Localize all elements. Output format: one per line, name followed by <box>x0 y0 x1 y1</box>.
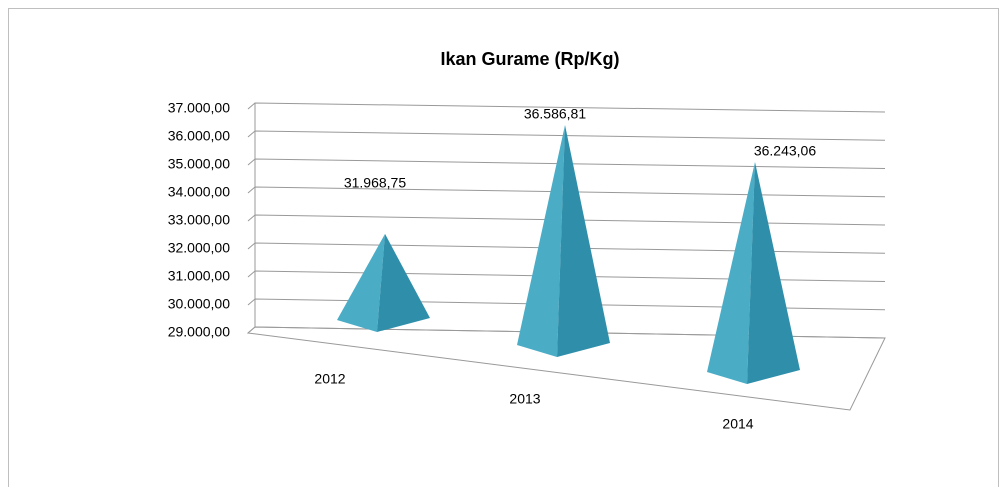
y-tick-label: 36.000,00 <box>168 128 230 144</box>
pyramid-left-face <box>707 161 755 384</box>
pyramid <box>517 124 610 357</box>
pyramid <box>337 233 430 332</box>
x-tick-label: 2012 <box>314 371 345 387</box>
y-tick-label: 34.000,00 <box>168 184 230 200</box>
pyramid-left-face <box>337 233 385 332</box>
value-label: 36.586,81 <box>524 106 586 122</box>
y-tick-label: 31.000,00 <box>168 268 230 284</box>
pyramid-right-face <box>377 233 430 332</box>
grid-line <box>247 130 886 141</box>
grid-line <box>247 186 886 198</box>
y-tick-label: 33.000,00 <box>168 212 230 228</box>
grid-line <box>247 158 886 169</box>
grid-line <box>247 298 886 311</box>
y-tick-label: 29.000,00 <box>168 324 230 340</box>
x-tick-label: 2014 <box>722 416 753 432</box>
y-tick-label: 35.000,00 <box>168 156 230 172</box>
y-tick-label: 30.000,00 <box>168 296 230 312</box>
grid-line <box>247 214 886 226</box>
y-tick-label: 37.000,00 <box>168 100 230 116</box>
pyramid <box>707 161 800 384</box>
grid-line <box>247 326 886 339</box>
grid-line <box>247 242 886 254</box>
grid-line <box>247 102 886 113</box>
chart-frame <box>8 8 999 487</box>
pyramid-right-face <box>557 124 610 357</box>
x-tick-label: 2013 <box>509 391 540 407</box>
y-tick-label: 32.000,00 <box>168 240 230 256</box>
pyramid-left-face <box>517 124 565 357</box>
chart-title: Ikan Gurame (Rp/Kg) <box>440 49 619 69</box>
pyramid-right-face <box>747 161 800 384</box>
grid-line <box>247 270 886 282</box>
value-label: 36.243,06 <box>754 143 816 159</box>
value-label: 31.968,75 <box>344 175 406 191</box>
